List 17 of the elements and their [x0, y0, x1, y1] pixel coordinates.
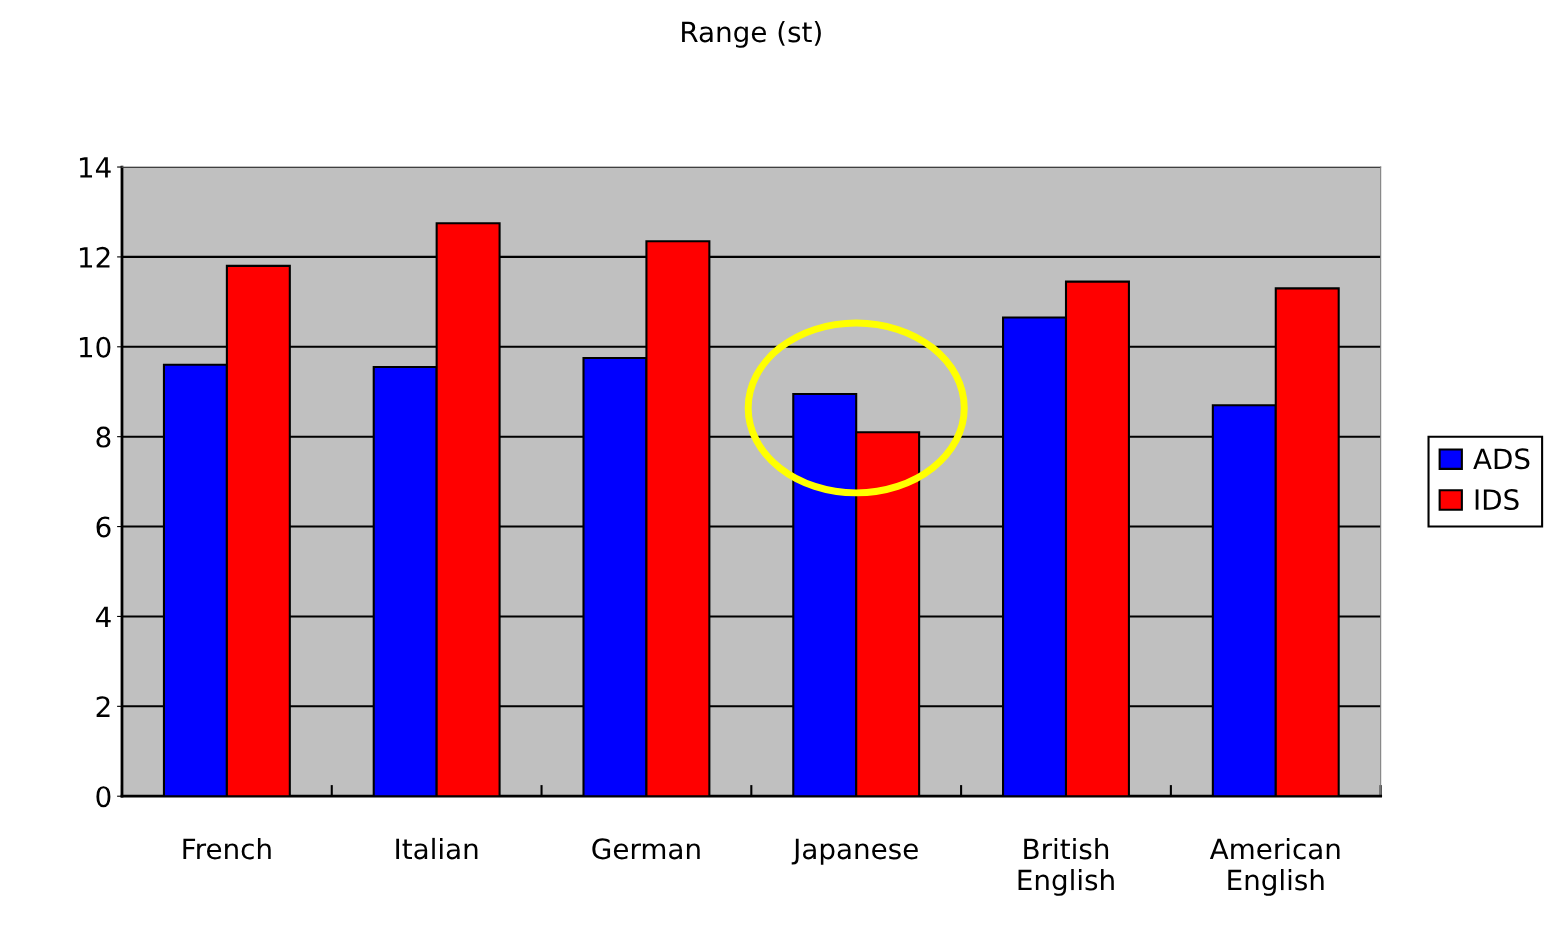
y-tick-label: 12 [79, 246, 110, 268]
x-tick-label: French [183, 837, 271, 860]
y-tick-label: 10 [79, 336, 111, 358]
y-tick-label: 0 [96, 786, 111, 808]
y-tick-label: 14 [79, 157, 111, 178]
legend-label: ADS [1473, 448, 1530, 470]
legend-label: IDS [1475, 489, 1519, 511]
x-tick-label: German [592, 838, 700, 860]
y-tick-label: 8 [96, 426, 111, 448]
x-tick-label: Japanese [791, 838, 918, 865]
y-tick-label: 4 [95, 606, 111, 627]
x-tick-label: Italian [396, 837, 478, 860]
y-tick-label: 6 [96, 516, 111, 538]
x-tick-label: American English [1209, 837, 1340, 896]
x-tick-label: British English [1018, 837, 1114, 896]
chart-title: Range (st) [682, 20, 821, 48]
y-tick-label: 2 [96, 696, 110, 717]
